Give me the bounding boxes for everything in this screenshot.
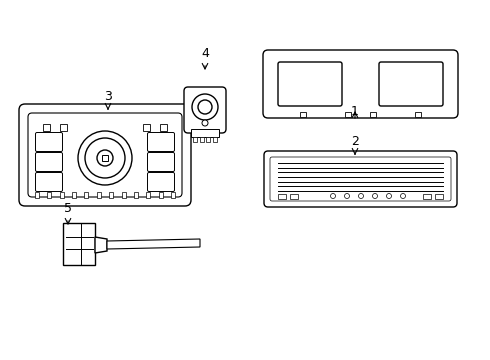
Circle shape [344, 194, 349, 198]
Bar [109, 192, 113, 198]
FancyBboxPatch shape [264, 151, 457, 207]
Bar [159, 192, 163, 198]
Circle shape [387, 194, 392, 198]
Bar [423, 194, 431, 199]
Bar [60, 192, 64, 198]
Circle shape [330, 194, 336, 198]
Circle shape [97, 150, 113, 166]
Bar [60, 124, 67, 131]
Bar [435, 194, 443, 199]
Circle shape [192, 94, 218, 120]
FancyBboxPatch shape [147, 172, 174, 192]
Bar [84, 192, 89, 198]
Text: 5: 5 [64, 202, 72, 215]
Bar [300, 112, 306, 117]
Bar [72, 192, 76, 198]
Bar [122, 192, 125, 198]
Bar [345, 112, 351, 117]
Text: 2: 2 [351, 135, 359, 148]
Circle shape [372, 194, 377, 198]
Bar [35, 192, 39, 198]
FancyBboxPatch shape [270, 157, 451, 201]
Circle shape [78, 131, 132, 185]
FancyBboxPatch shape [19, 104, 191, 206]
Bar [97, 192, 101, 198]
Text: 3: 3 [104, 90, 112, 103]
Polygon shape [95, 237, 107, 253]
Circle shape [85, 138, 125, 178]
Bar [134, 192, 138, 198]
FancyBboxPatch shape [147, 153, 174, 171]
FancyBboxPatch shape [263, 50, 458, 118]
FancyBboxPatch shape [35, 172, 63, 192]
Bar [278, 194, 286, 199]
Bar [206, 137, 210, 142]
FancyBboxPatch shape [28, 113, 182, 197]
Bar [370, 112, 376, 117]
Bar [48, 192, 51, 198]
Bar [213, 137, 217, 142]
Text: 1: 1 [351, 105, 359, 118]
Bar [143, 124, 150, 131]
Bar [147, 192, 150, 198]
Polygon shape [63, 223, 95, 265]
Bar [415, 112, 421, 117]
Bar [43, 124, 50, 131]
FancyBboxPatch shape [35, 153, 63, 171]
FancyBboxPatch shape [379, 62, 443, 106]
FancyBboxPatch shape [147, 132, 174, 152]
Bar [290, 194, 298, 199]
Text: 4: 4 [201, 47, 209, 60]
Circle shape [202, 120, 208, 126]
Bar [191, 129, 219, 137]
Bar [160, 124, 167, 131]
FancyBboxPatch shape [35, 132, 63, 152]
FancyBboxPatch shape [278, 62, 342, 106]
Polygon shape [107, 239, 200, 249]
Circle shape [198, 100, 212, 114]
Bar [199, 137, 204, 142]
Circle shape [359, 194, 364, 198]
Circle shape [400, 194, 406, 198]
Bar [102, 155, 108, 161]
FancyBboxPatch shape [184, 87, 226, 133]
Bar [171, 192, 175, 198]
Bar [193, 137, 197, 142]
